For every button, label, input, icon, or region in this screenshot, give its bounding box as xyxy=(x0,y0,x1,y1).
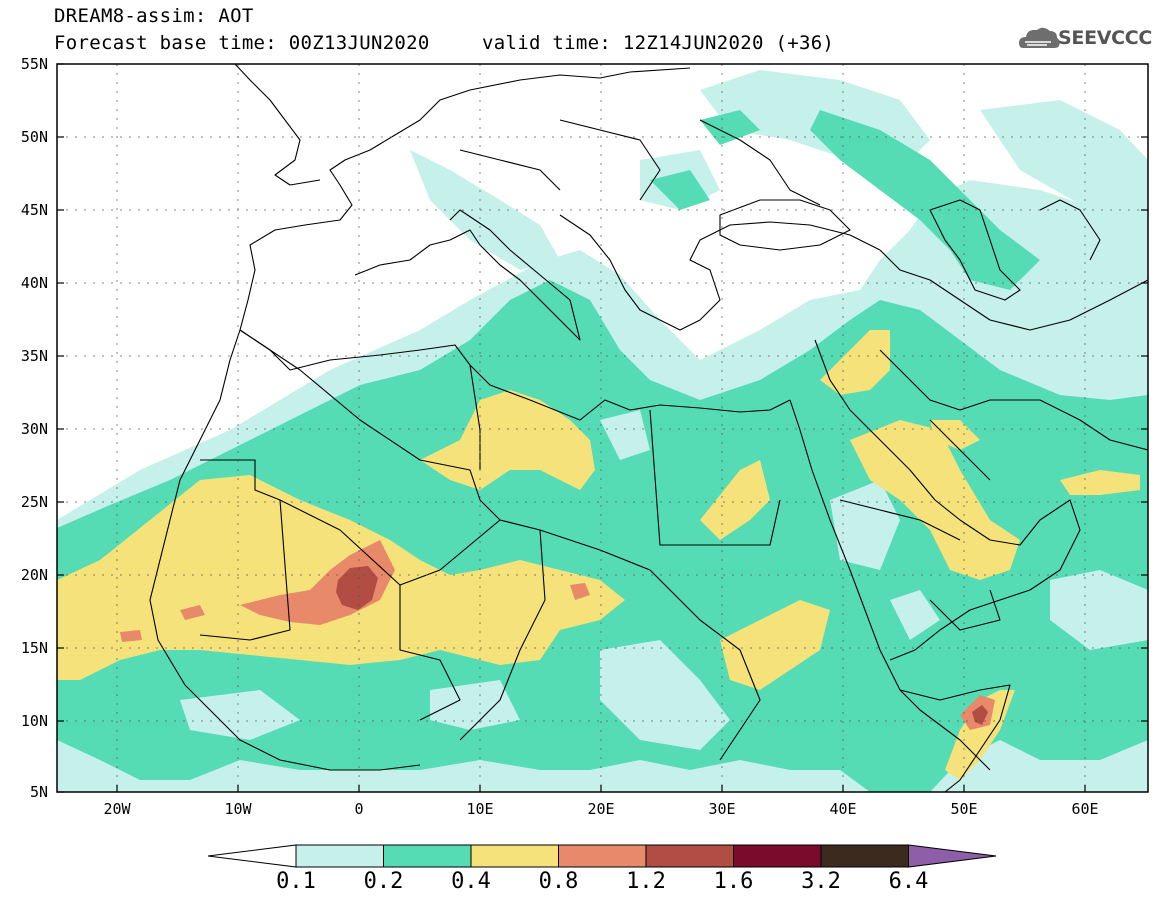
colorbar-bin-4 xyxy=(558,844,647,868)
colorbar-bin-2 xyxy=(383,844,472,868)
lat-label: 55N xyxy=(20,55,48,73)
forecast-base-time: Forecast base time: 00Z13JUN2020 xyxy=(54,32,430,54)
colorbar-label: 0.8 xyxy=(538,869,579,894)
lon-label: 40E xyxy=(829,800,857,818)
lat-label: 35N xyxy=(20,347,48,365)
lat-label: 5N xyxy=(29,783,48,801)
colorbar-label: 1.2 xyxy=(626,869,666,894)
colorbar-label: 6.4 xyxy=(888,869,929,894)
aot-field xyxy=(57,64,1148,792)
valid-time: valid time: 12Z14JUN2020 (+36) xyxy=(482,32,835,54)
lon-label: 20W xyxy=(103,800,131,818)
map-frame xyxy=(56,63,1149,793)
lon-label: 60E xyxy=(1071,800,1099,818)
colorbar-overflow xyxy=(908,844,997,868)
lon-label: 30E xyxy=(708,800,736,818)
colorbar-label: 1.6 xyxy=(713,869,754,894)
lat-label: 15N xyxy=(20,639,48,657)
colorbar xyxy=(207,844,997,868)
lat-label: 50N xyxy=(20,128,48,146)
lat-label: 40N xyxy=(20,274,48,292)
lat-label: 25N xyxy=(20,493,48,511)
lon-label: 20E xyxy=(587,800,615,818)
brand-name: SEEVCCC xyxy=(1058,27,1153,49)
colorbar-bin-1 xyxy=(295,844,384,868)
colorbar-underflow xyxy=(207,844,297,868)
lat-label: 30N xyxy=(20,420,48,438)
lon-label: 50E xyxy=(950,800,978,818)
colorbar-bin-7 xyxy=(820,844,909,868)
lat-label: 10N xyxy=(20,712,48,730)
colorbar-label: 0.1 xyxy=(276,869,316,894)
lat-label: 20N xyxy=(20,566,48,584)
map-title: DREAM8-assim: AOT xyxy=(54,5,254,27)
colorbar-label: 3.2 xyxy=(801,869,841,894)
colorbar-label: 0.4 xyxy=(451,869,491,894)
colorbar-bin-3 xyxy=(470,844,559,868)
lat-label: 45N xyxy=(20,201,48,219)
colorbar-bin-6 xyxy=(733,844,822,868)
cloud-logo-icon xyxy=(1019,27,1060,48)
colorbar-label: 0.2 xyxy=(363,869,404,894)
lon-label: 0 xyxy=(354,800,364,818)
lon-label: 10E xyxy=(466,800,494,818)
colorbar-bin-5 xyxy=(645,844,734,868)
lon-label: 10W xyxy=(224,800,252,818)
